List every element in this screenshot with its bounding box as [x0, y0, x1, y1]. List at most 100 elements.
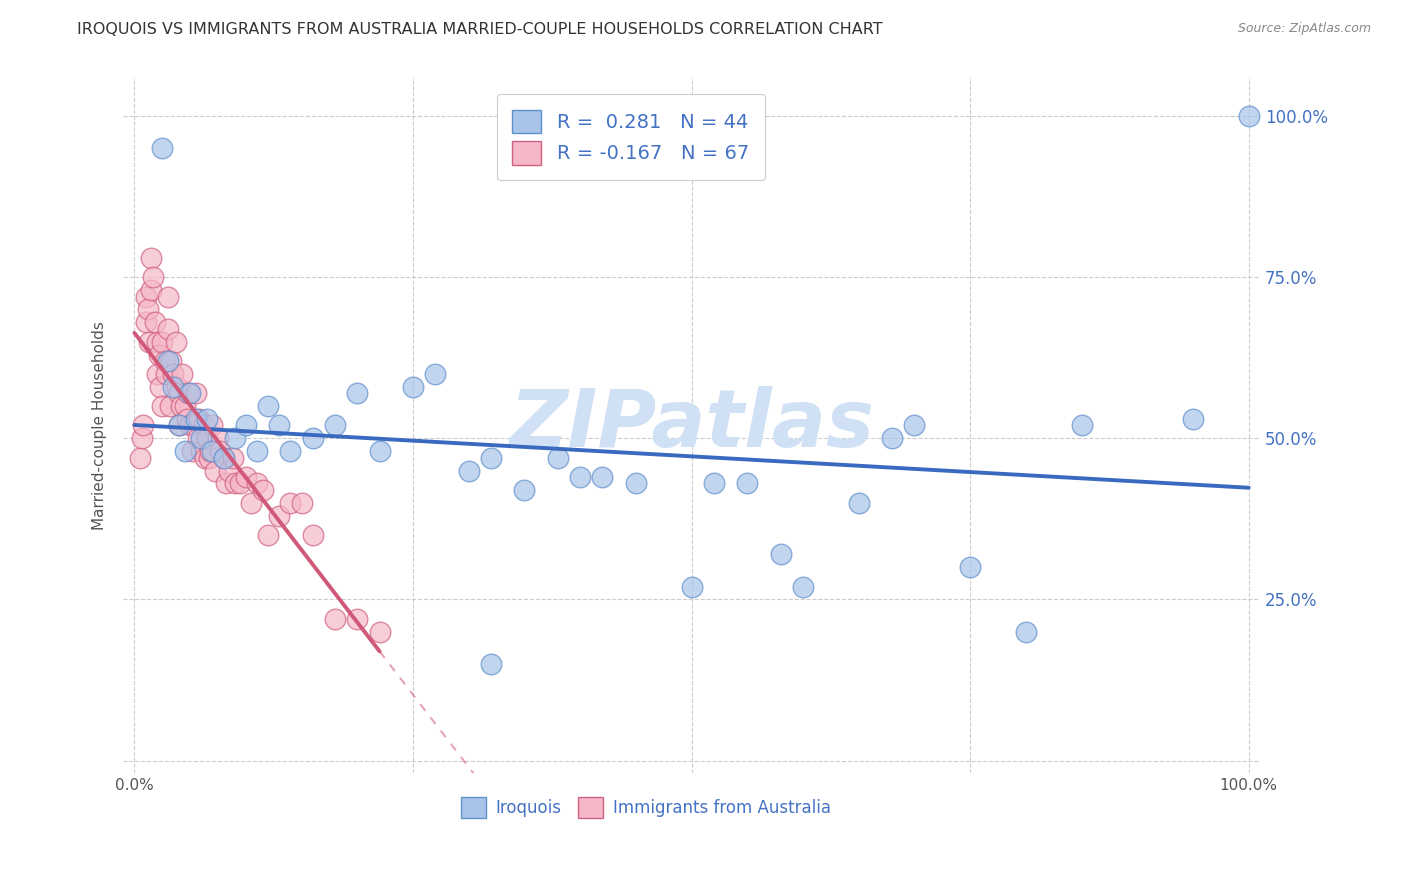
Point: [280, 496, 302, 510]
Point: [269, 418, 291, 433]
Text: Source: ZipAtlas.com: Source: ZipAtlas.com: [1237, 22, 1371, 36]
Point: [769, 547, 792, 561]
Point: [142, 270, 165, 285]
Point: [150, 399, 173, 413]
Point: [218, 464, 240, 478]
Point: [457, 464, 479, 478]
Point: [148, 347, 170, 361]
Point: [149, 380, 172, 394]
Point: [257, 528, 280, 542]
Point: [792, 580, 814, 594]
Legend: Iroquois, Immigrants from Australia: Iroquois, Immigrants from Australia: [454, 790, 838, 824]
Point: [135, 289, 157, 303]
Y-axis label: Married-couple Households: Married-couple Households: [93, 321, 107, 530]
Point: [162, 367, 184, 381]
Point: [212, 450, 235, 465]
Point: [323, 612, 346, 626]
Point: [132, 418, 155, 433]
Point: [167, 418, 190, 433]
Point: [848, 496, 870, 510]
Point: [402, 380, 425, 394]
Point: [183, 418, 205, 433]
Point: [224, 431, 246, 445]
Point: [198, 450, 221, 465]
Point: [479, 657, 502, 671]
Text: IROQUOIS VS IMMIGRANTS FROM AUSTRALIA MARRIED-COUPLE HOUSEHOLDS CORRELATION CHAR: IROQUOIS VS IMMIGRANTS FROM AUSTRALIA MA…: [77, 22, 883, 37]
Point: [624, 476, 647, 491]
Point: [681, 580, 703, 594]
Point: [173, 444, 195, 458]
Point: [1237, 109, 1260, 123]
Point: [138, 334, 160, 349]
Point: [200, 444, 222, 458]
Point: [280, 444, 302, 458]
Point: [547, 450, 569, 465]
Point: [346, 386, 368, 401]
Point: [155, 367, 177, 381]
Point: [136, 302, 159, 317]
Point: [207, 431, 229, 445]
Point: [569, 470, 592, 484]
Point: [153, 354, 176, 368]
Point: [212, 450, 235, 465]
Point: [301, 431, 323, 445]
Point: [252, 483, 274, 497]
Point: [145, 367, 167, 381]
Point: [135, 315, 157, 329]
Point: [150, 141, 173, 155]
Point: [145, 334, 167, 349]
Point: [513, 483, 536, 497]
Point: [737, 476, 759, 491]
Point: [141, 251, 163, 265]
Point: [172, 367, 194, 381]
Point: [170, 399, 193, 413]
Point: [291, 496, 314, 510]
Point: [179, 418, 201, 433]
Point: [156, 322, 179, 336]
Point: [246, 476, 269, 491]
Point: [177, 386, 200, 401]
Point: [166, 380, 188, 394]
Point: [156, 289, 179, 303]
Point: [194, 450, 217, 465]
Point: [176, 412, 198, 426]
Point: [167, 386, 190, 401]
Point: [160, 354, 183, 368]
Point: [143, 315, 166, 329]
Point: [240, 496, 263, 510]
Point: [209, 444, 232, 458]
Point: [195, 412, 218, 426]
Point: [184, 386, 207, 401]
Point: [368, 624, 391, 639]
Point: [346, 612, 368, 626]
Point: [882, 431, 904, 445]
Point: [150, 334, 173, 349]
Point: [131, 431, 153, 445]
Point: [903, 418, 925, 433]
Point: [201, 444, 224, 458]
Point: [221, 450, 243, 465]
Point: [1015, 624, 1038, 639]
Point: [159, 399, 181, 413]
Point: [201, 418, 224, 433]
Point: [190, 444, 212, 458]
Point: [215, 476, 238, 491]
Point: [184, 412, 207, 426]
Point: [1070, 418, 1092, 433]
Point: [188, 412, 211, 426]
Point: [162, 380, 184, 394]
Point: [269, 508, 291, 523]
Point: [173, 399, 195, 413]
Point: [193, 418, 215, 433]
Point: [1182, 412, 1205, 426]
Text: ZIPatlas: ZIPatlas: [509, 386, 875, 465]
Point: [425, 367, 447, 381]
Point: [204, 464, 226, 478]
Point: [246, 444, 269, 458]
Point: [179, 386, 201, 401]
Point: [129, 450, 152, 465]
Point: [229, 476, 252, 491]
Point: [187, 431, 209, 445]
Point: [167, 418, 190, 433]
Point: [235, 418, 257, 433]
